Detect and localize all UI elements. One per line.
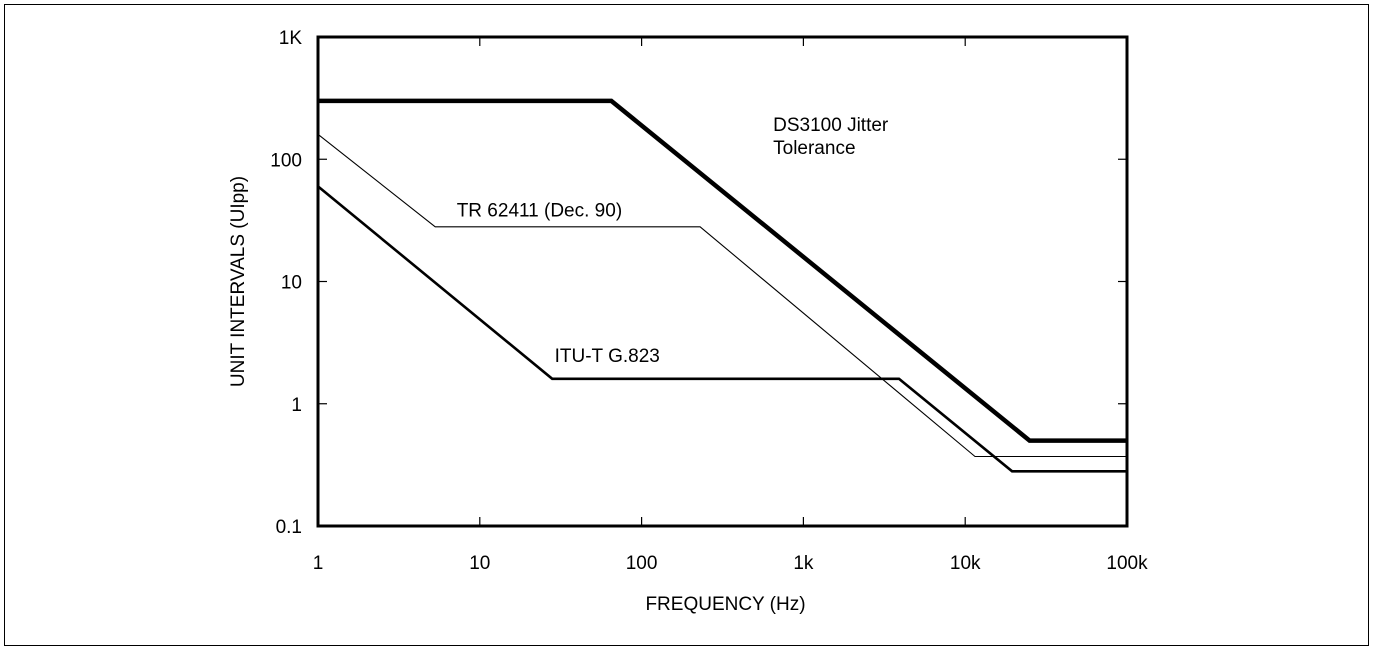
x-tick-label: 1	[313, 553, 324, 574]
x-axis-title: FREQUENCY (Hz)	[645, 594, 805, 615]
y-tick-label: 10	[281, 273, 302, 294]
x-tick-label: 100k	[1106, 553, 1148, 574]
series-annotation: Tolerance	[773, 138, 855, 159]
tr-62411-line	[317, 133, 1127, 458]
plot-area-border	[316, 35, 1129, 528]
ds3100-jitter-tolerance-line	[318, 98, 1127, 443]
x-tick-label: 100	[626, 553, 658, 574]
series-annotation: ITU-T G.823	[555, 346, 660, 367]
y-tick-label: 0.1	[276, 517, 302, 538]
series-annotation: DS3100 Jitter	[773, 115, 889, 136]
y-tick-label: 100	[270, 150, 302, 171]
x-tick-label: 10k	[950, 553, 981, 574]
x-tick-label: 10	[469, 553, 490, 574]
y-axis-title: UNIT INTERVALS (UIpp)	[228, 176, 249, 387]
y-tick-label: 1	[291, 395, 302, 416]
x-tick-label: 1k	[793, 553, 814, 574]
series-annotation: TR 62411 (Dec. 90)	[457, 201, 622, 222]
figure-frame	[4, 4, 1369, 646]
itu-t-g823-line	[317, 185, 1127, 473]
y-tick-label: 1K	[279, 28, 303, 49]
